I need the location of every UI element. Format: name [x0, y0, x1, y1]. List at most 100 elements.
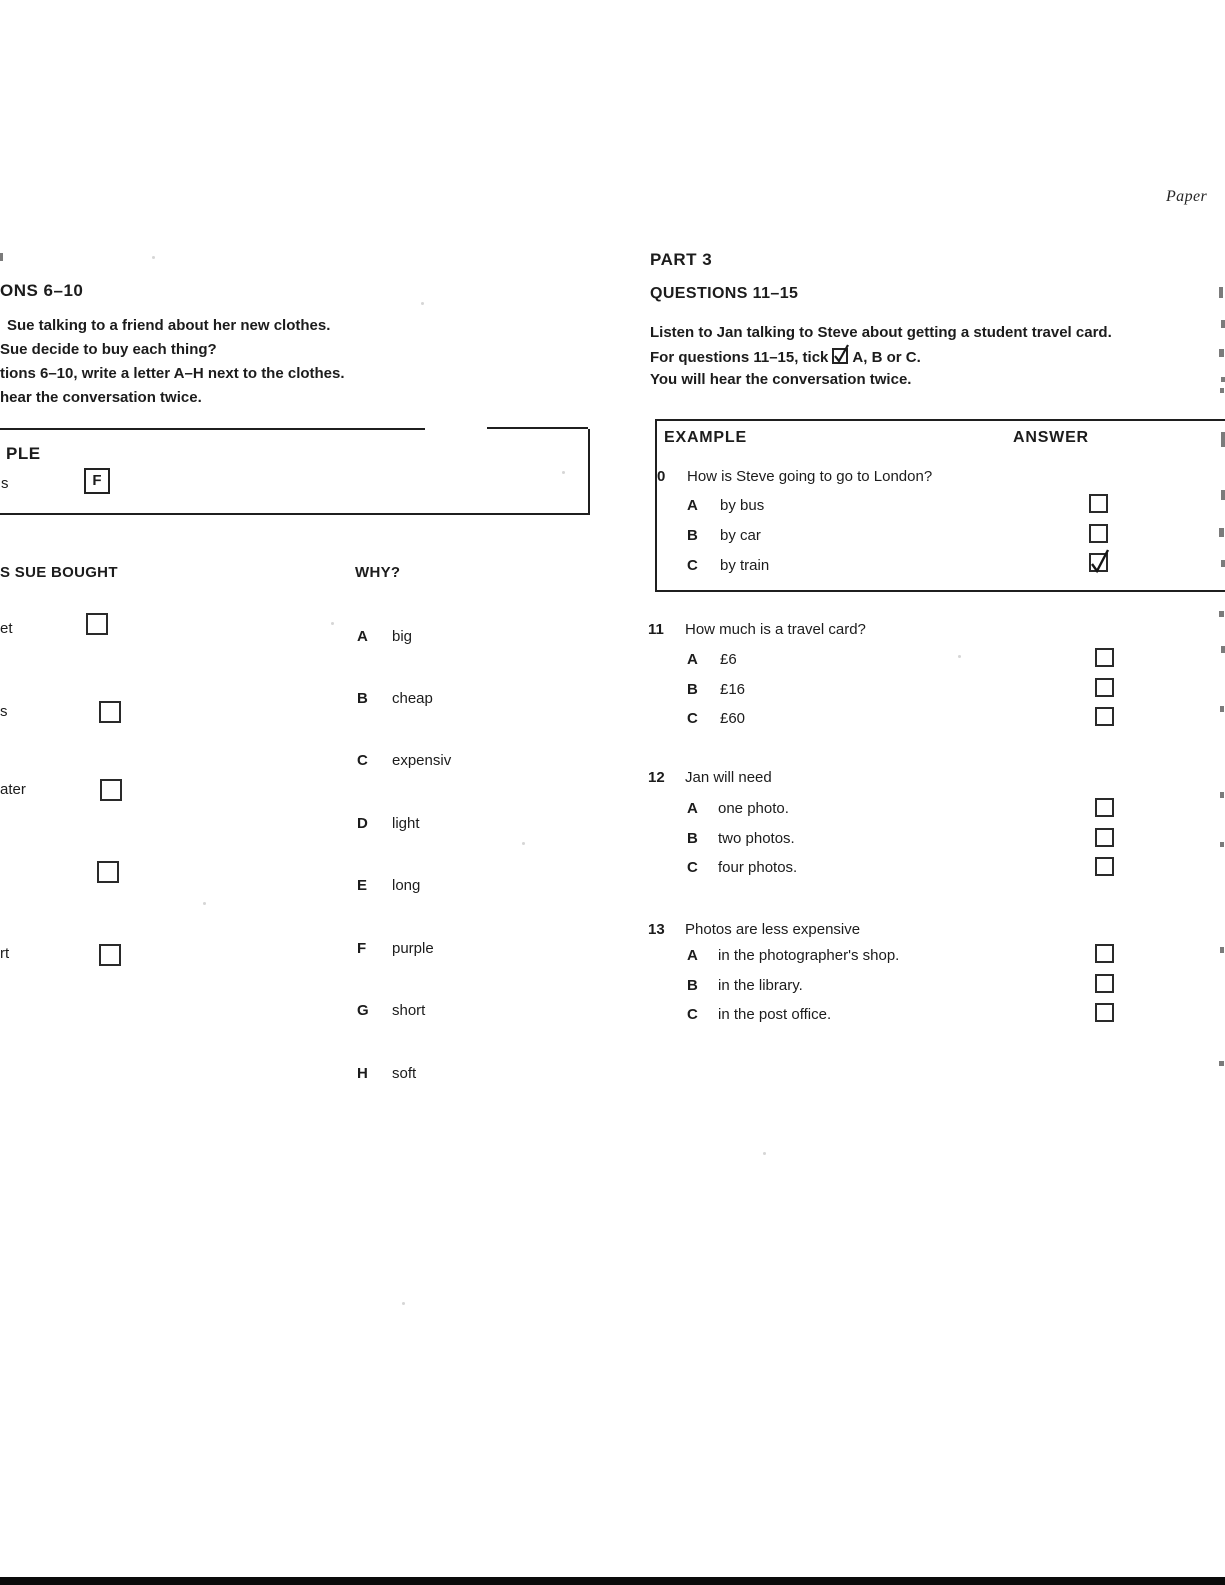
example-option-letter: A [687, 497, 698, 514]
option-text: in the post office. [718, 1006, 832, 1023]
page-edge-mark [1219, 349, 1224, 357]
scan-speck [562, 471, 565, 474]
left-example-item-label: s [1, 475, 9, 492]
option-text: £6 [720, 651, 737, 668]
page-edge-mark [1221, 320, 1225, 328]
instruction-2-suffix: A, B or C. [852, 349, 921, 366]
right-example-box [655, 419, 1225, 592]
item-label: rt [0, 945, 10, 962]
example-answer-checkbox[interactable] [1089, 524, 1108, 543]
option-letter: A [687, 800, 698, 817]
page-edge-mark [1219, 287, 1223, 298]
example-option-letter: C [687, 557, 698, 574]
option-text: £60 [720, 710, 746, 727]
option-letter: C [687, 710, 698, 727]
why-option-letter: D [357, 815, 368, 832]
scan-speck [402, 1302, 405, 1305]
option-letter: B [687, 681, 698, 698]
item-answer-checkbox[interactable] [86, 613, 108, 635]
scan-speck [763, 1152, 766, 1155]
item-answer-checkbox[interactable] [100, 779, 122, 801]
why-option-text: cheap [392, 690, 433, 707]
answer-heading: ANSWER [1013, 429, 1089, 446]
example-option-text: by bus [720, 497, 765, 514]
answer-checkbox[interactable] [1095, 798, 1114, 817]
tick-example-icon [832, 344, 850, 364]
why-option-letter: G [357, 1002, 369, 1019]
option-letter: C [687, 859, 698, 876]
example-option-text: by train [720, 557, 770, 574]
example-question-number: 0 [657, 468, 666, 485]
why-option-letter: C [357, 752, 368, 769]
left-instruction-line-3: tions 6–10, write a letter A–H next to t… [0, 365, 345, 382]
example-answer-checkbox[interactable] [1089, 494, 1108, 513]
option-letter: C [687, 1006, 698, 1023]
question-text: Jan will need [685, 769, 772, 786]
answer-checkbox[interactable] [1095, 974, 1114, 993]
answer-checkbox[interactable] [1095, 857, 1114, 876]
item-label: s [0, 703, 8, 720]
scan-speck [421, 302, 424, 305]
left-example-box-top-border [487, 427, 588, 429]
page-edge-mark [1220, 388, 1224, 393]
why-option-letter: F [357, 940, 367, 957]
left-instruction-line-4: hear the conversation twice. [0, 389, 202, 406]
left-example-box [0, 429, 590, 515]
question-number: 12 [648, 769, 665, 786]
page-edge-mark [1221, 560, 1225, 567]
option-text: in the library. [718, 977, 803, 994]
item-answer-checkbox[interactable] [99, 944, 121, 966]
page-edge-mark [1219, 528, 1224, 537]
why-option-text: short [392, 1002, 426, 1019]
why-option-text: purple [392, 940, 434, 957]
left-example-answer-box[interactable]: F [84, 468, 110, 494]
example-option-letter: B [687, 527, 698, 544]
item-label: ater [0, 781, 26, 798]
page-edge-mark [0, 253, 3, 261]
left-example-box-top-border [0, 428, 425, 430]
right-instruction-line-3: You will hear the conversation twice. [650, 371, 912, 388]
question-number: 11 [648, 621, 664, 638]
page-edge-mark [1219, 1061, 1224, 1066]
question-text: How much is a travel card? [685, 621, 866, 638]
page-edge-mark [1221, 490, 1225, 500]
option-text: in the photographer's shop. [718, 947, 900, 964]
answer-checkbox[interactable] [1095, 1003, 1114, 1022]
answer-checkbox[interactable] [1095, 678, 1114, 697]
answer-checkbox[interactable] [1095, 707, 1114, 726]
scan-speck [203, 902, 206, 905]
answer-checkbox[interactable] [1095, 944, 1114, 963]
answer-checkbox[interactable] [1095, 648, 1114, 667]
answer-checkbox[interactable] [1095, 828, 1114, 847]
item-answer-checkbox[interactable] [99, 701, 121, 723]
scan-speck [522, 842, 525, 845]
scan-edge-bar [0, 1577, 1225, 1585]
why-heading: WHY? [355, 564, 401, 581]
page-edge-mark [1221, 646, 1225, 653]
option-letter: A [687, 947, 698, 964]
example-option-text: by car [720, 527, 761, 544]
example-answer-checkbox-ticked[interactable] [1089, 549, 1110, 574]
page-edge-mark [1220, 947, 1224, 953]
question-number: 13 [648, 921, 665, 938]
instruction-2-prefix: For questions 11–15, tick [650, 349, 829, 366]
page-edge-mark [1220, 842, 1224, 847]
things-sue-bought-heading: S SUE BOUGHT [0, 564, 118, 581]
option-text: four photos. [718, 859, 798, 876]
scan-speck [958, 655, 961, 658]
item-answer-checkbox[interactable] [97, 861, 119, 883]
option-text: two photos. [718, 830, 795, 847]
option-letter: B [687, 977, 698, 994]
item-label: et [0, 620, 13, 637]
page-edge-mark [1221, 377, 1225, 382]
questions-heading: QUESTIONS 11–15 [650, 285, 799, 302]
scan-speck [152, 256, 155, 259]
left-questions-heading: ONS 6–10 [0, 281, 84, 300]
right-instruction-line-1: Listen to Jan talking to Steve about get… [650, 324, 1112, 341]
why-option-text: soft [392, 1065, 417, 1082]
left-example-title: PLE [6, 444, 41, 463]
option-letter: A [687, 651, 698, 668]
page-edge-mark [1220, 792, 1224, 798]
why-option-text: expensiv [392, 752, 452, 769]
